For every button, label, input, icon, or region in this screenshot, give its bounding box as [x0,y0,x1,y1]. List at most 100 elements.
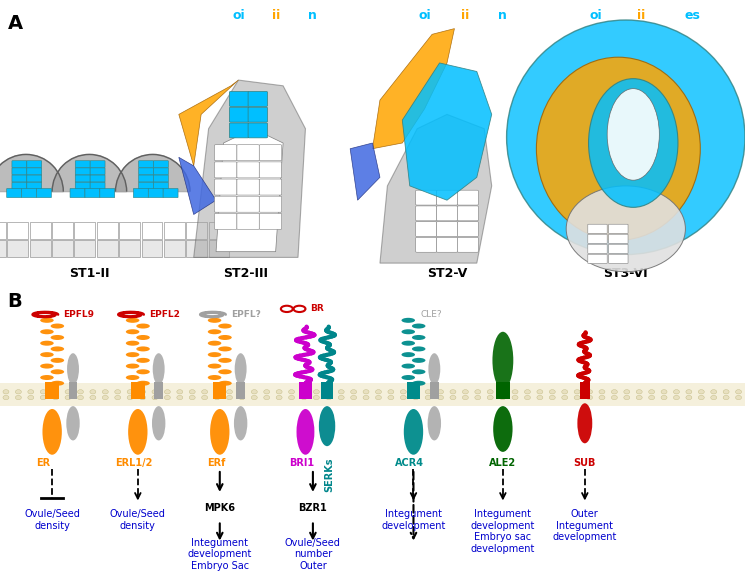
Ellipse shape [375,395,381,400]
Bar [30,221,51,239]
Text: ST2-III: ST2-III [224,267,268,280]
Ellipse shape [661,395,667,400]
FancyBboxPatch shape [237,145,259,161]
Ellipse shape [297,409,314,455]
Polygon shape [350,143,380,200]
FancyBboxPatch shape [437,221,457,237]
Ellipse shape [586,395,592,400]
Ellipse shape [51,347,64,351]
Ellipse shape [723,390,729,394]
Ellipse shape [487,390,493,394]
Ellipse shape [126,341,139,345]
Ellipse shape [28,395,34,400]
Ellipse shape [412,358,425,363]
Ellipse shape [136,335,150,340]
Ellipse shape [512,395,518,400]
Ellipse shape [126,352,139,357]
Ellipse shape [152,390,158,394]
Ellipse shape [437,390,443,394]
Ellipse shape [723,395,729,400]
Bar [74,221,95,239]
Ellipse shape [208,329,221,334]
Ellipse shape [65,395,71,400]
FancyBboxPatch shape [609,235,628,244]
Ellipse shape [450,395,456,400]
Text: EPFL9: EPFL9 [63,310,95,319]
FancyBboxPatch shape [437,190,457,205]
Polygon shape [402,63,492,200]
Text: ST3-VI: ST3-VI [603,267,648,280]
FancyBboxPatch shape [215,145,237,161]
Polygon shape [115,154,190,192]
Ellipse shape [40,364,54,368]
Ellipse shape [214,395,220,400]
Polygon shape [179,157,216,214]
Ellipse shape [314,395,320,400]
Text: oi: oi [419,9,431,22]
Ellipse shape [388,390,394,394]
Bar [154,382,163,399]
Ellipse shape [636,395,642,400]
Ellipse shape [402,318,415,323]
Bar [186,240,207,257]
Ellipse shape [673,390,679,394]
FancyBboxPatch shape [248,108,267,122]
Text: ER: ER [37,458,50,467]
Ellipse shape [152,406,165,440]
FancyBboxPatch shape [12,182,27,189]
Ellipse shape [152,395,158,400]
Ellipse shape [239,390,245,394]
Bar [7,240,28,257]
Bar [213,382,226,399]
Text: Integument
development
Embryo Sac
development: Integument development Embryo Sac develo… [188,538,252,572]
FancyBboxPatch shape [12,161,27,168]
FancyBboxPatch shape [609,254,628,263]
Ellipse shape [574,390,580,394]
Bar [407,382,420,399]
Ellipse shape [40,329,54,334]
FancyBboxPatch shape [153,182,168,189]
Ellipse shape [549,395,555,400]
Text: Outer
Integument
development: Outer Integument development [553,509,617,542]
Ellipse shape [251,395,257,400]
Ellipse shape [51,381,64,386]
Ellipse shape [251,390,257,394]
Ellipse shape [51,370,64,374]
Ellipse shape [235,353,247,384]
Ellipse shape [208,375,221,380]
FancyBboxPatch shape [153,168,168,175]
Ellipse shape [437,395,443,400]
Ellipse shape [599,395,605,400]
Text: Integument
development
Embryo sac
development: Integument development Embryo sac develo… [471,509,535,554]
Ellipse shape [128,409,148,455]
Ellipse shape [177,395,183,400]
Ellipse shape [40,375,54,380]
Ellipse shape [53,395,59,400]
Text: oi: oi [590,9,602,22]
Ellipse shape [276,390,282,394]
Ellipse shape [136,358,150,363]
FancyBboxPatch shape [416,221,437,237]
Text: es: es [685,9,701,22]
Ellipse shape [218,324,232,328]
Ellipse shape [326,395,332,400]
Ellipse shape [402,352,415,357]
FancyBboxPatch shape [153,161,168,168]
Bar [142,221,162,239]
Bar [0,221,6,239]
Ellipse shape [612,390,618,394]
Bar [69,382,77,399]
Ellipse shape [77,390,83,394]
Ellipse shape [276,395,282,400]
Bar [0,383,745,406]
Ellipse shape [624,390,630,394]
Ellipse shape [189,390,195,394]
Bar [236,382,245,399]
Ellipse shape [40,352,54,357]
Ellipse shape [139,390,145,394]
Bar [164,221,185,239]
Ellipse shape [53,390,59,394]
Ellipse shape [607,89,659,180]
FancyBboxPatch shape [7,189,22,197]
FancyBboxPatch shape [248,92,267,106]
